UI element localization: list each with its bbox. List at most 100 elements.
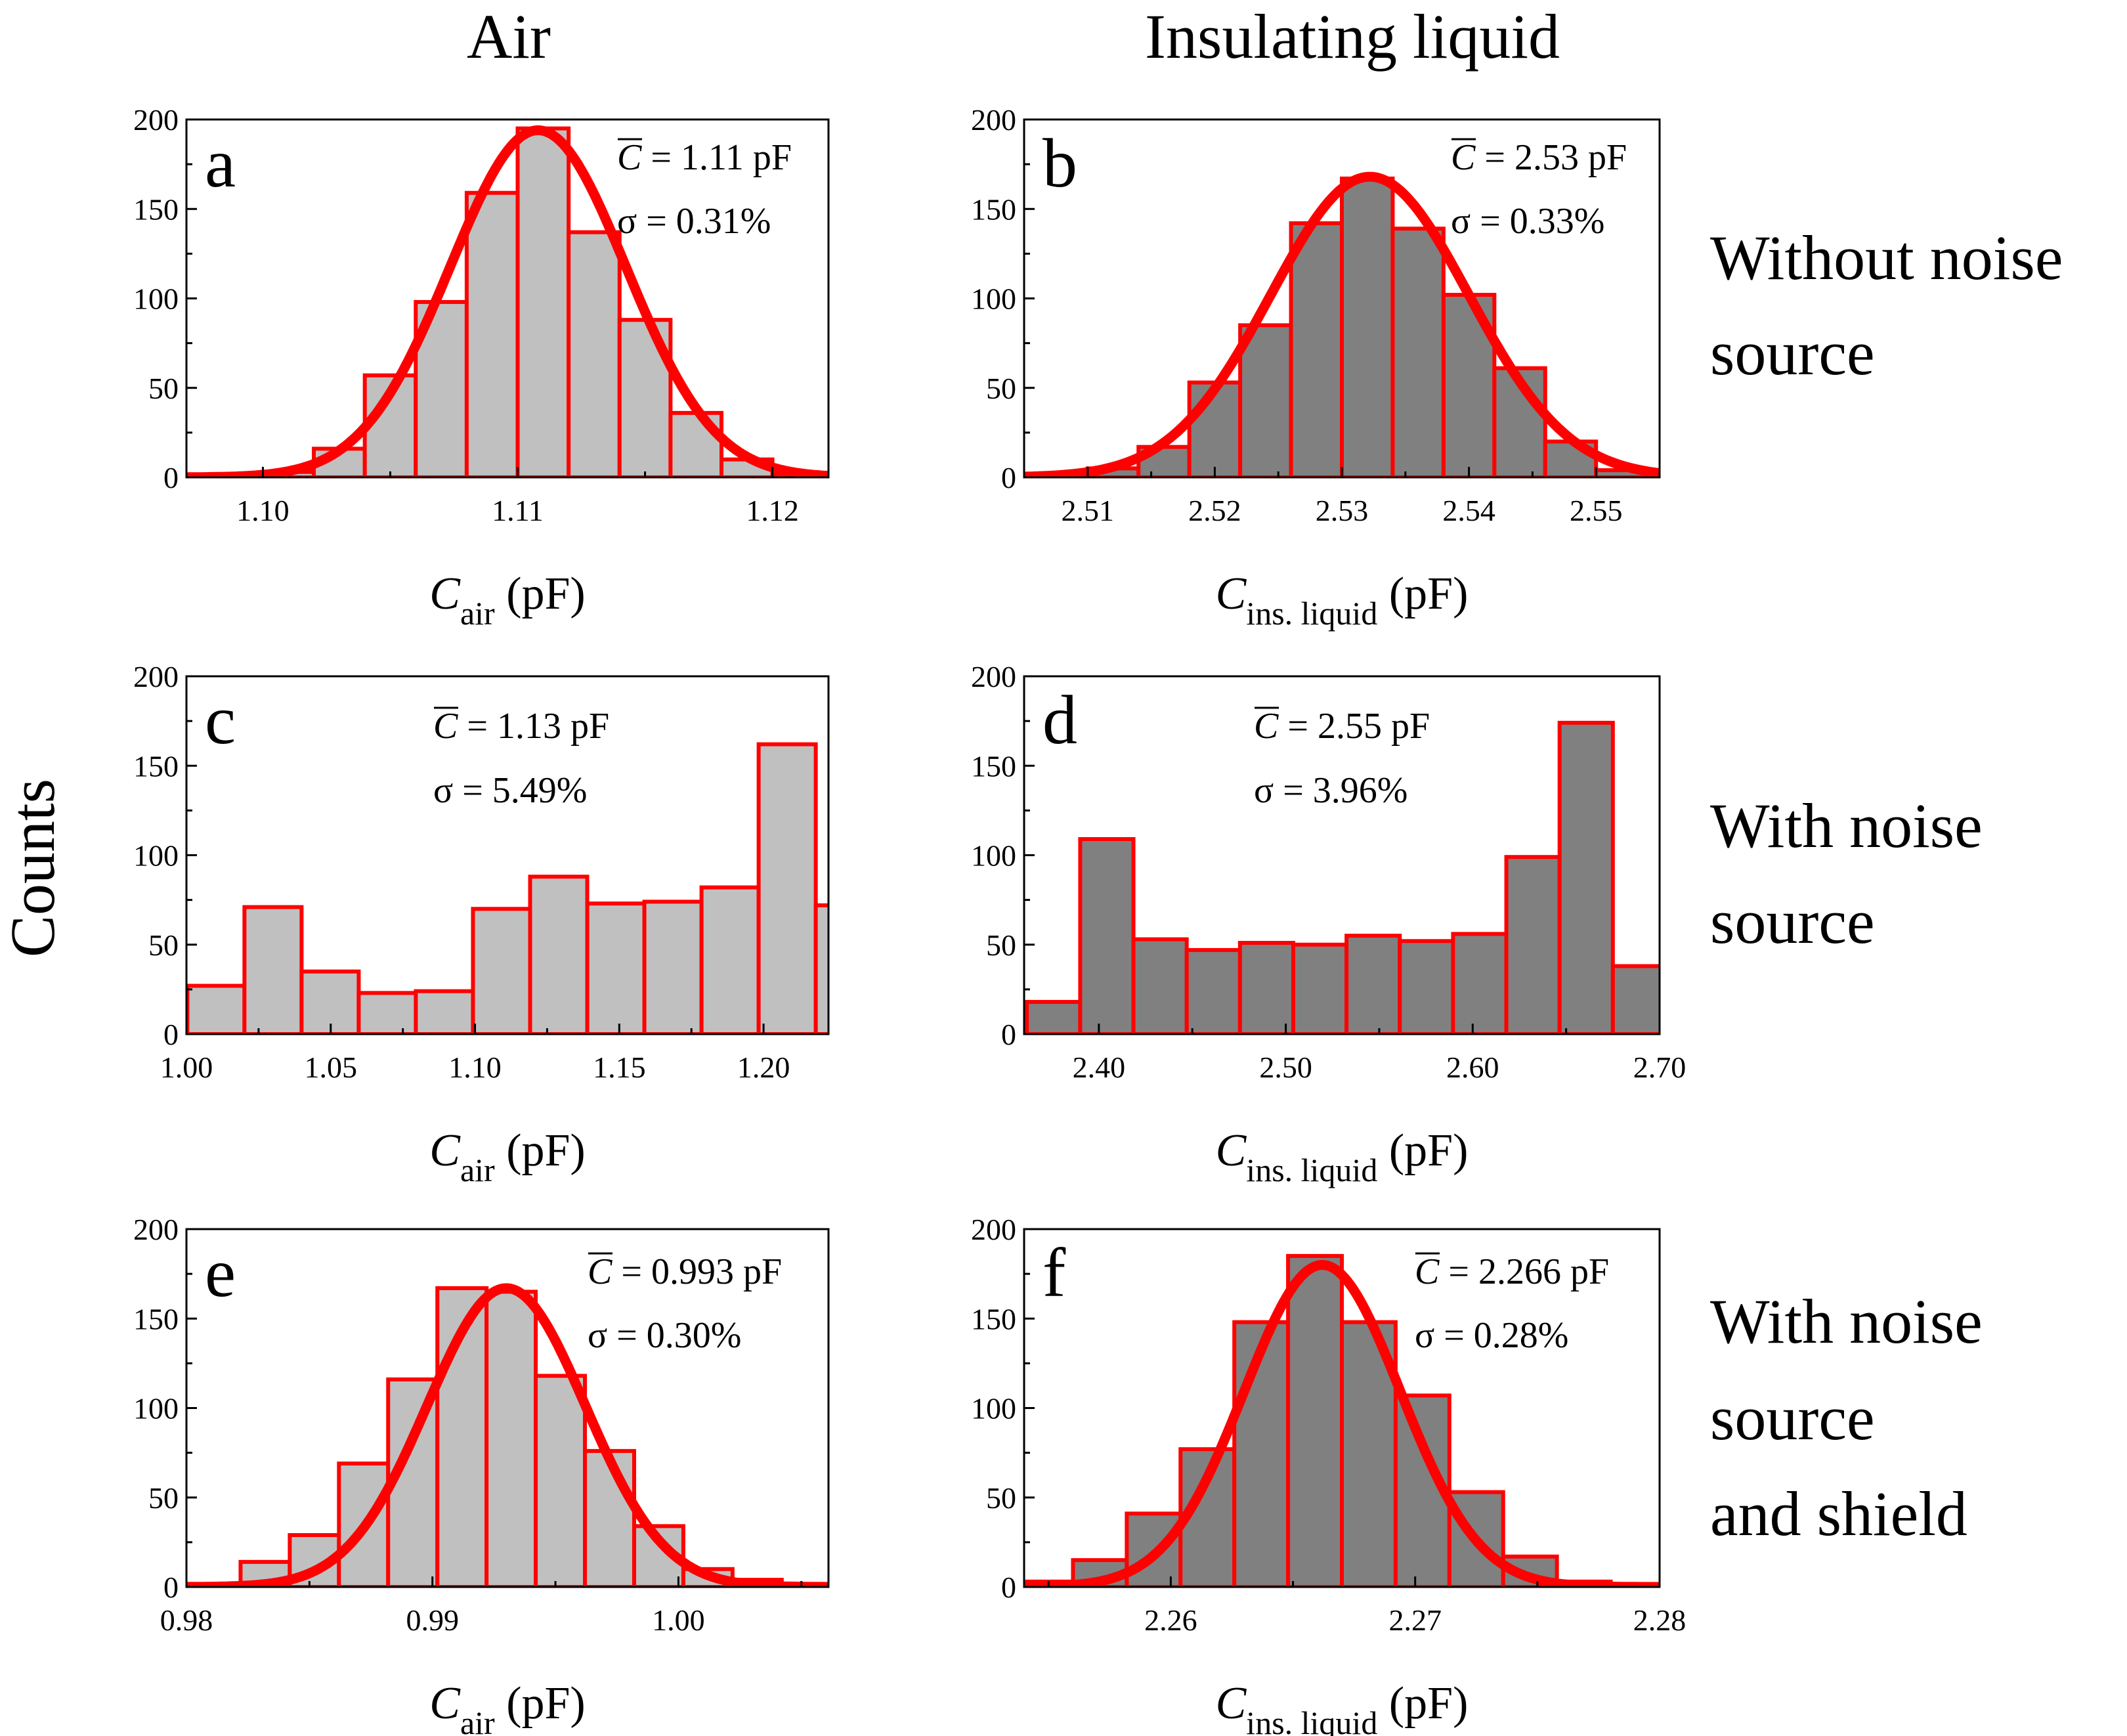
x-tick-label: 1.11 [492,494,544,527]
y-tick-label: 0 [163,1018,179,1051]
sigma-annotation: σ = 0.28% [1415,1315,1568,1356]
y-tick-label: 200 [133,103,179,137]
histogram-bar [1078,836,1136,1034]
mean-symbol: C [588,1251,612,1292]
x-tick-label: 2.26 [1144,1603,1197,1637]
x-axis-label-unit: (pF) [1377,1125,1468,1176]
x-axis-label-subscript: air [460,1704,495,1736]
y-tick-label: 150 [971,192,1016,226]
mean-value: = 2.55 pF [1278,706,1430,747]
histogram-panel-a: 0 50 100 150 200 1.10 1.11 1.12 Cair (pF) a C = 1.… [133,103,830,632]
x-axis-label-subscript: air [460,1152,495,1188]
gaussian-fit-line [1024,171,1660,477]
x-axis-label: Cair (pF) [429,569,586,632]
plot-area-c [186,742,828,1034]
plot-area-f [1024,1253,1660,1587]
plot-area-d [1025,720,1660,1034]
histogram-bar [1232,1320,1291,1587]
histogram-bar [1291,942,1349,1034]
x-tick-label: 1.05 [305,1051,358,1084]
x-axis-label-symbol: C [1216,1678,1247,1729]
x-axis-label: Cins. liquid (pF) [1216,1678,1469,1736]
mean-annotation: C = 1.11 pF [617,137,792,178]
x-tick-label: 2.54 [1442,494,1495,527]
x-axis-label-subscript: air [460,595,495,632]
y-tick-label: 200 [971,660,1016,693]
mean-value: = 1.11 pF [641,137,792,178]
y-tick-label: 200 [133,1213,179,1246]
histogram-bar [1610,964,1660,1034]
x-tick-label: 2.50 [1259,1051,1312,1084]
row-label-2-line-2: source [1710,886,1875,957]
mean-value: = 0.993 pF [612,1251,782,1292]
mean-value: = 1.13 pF [458,706,609,747]
panel-letter: f [1042,1234,1066,1311]
y-tick-label: 100 [971,282,1016,316]
row-label-3-line-2: source [1710,1383,1875,1453]
gaussian-fit-line [1024,1260,1660,1587]
histogram-bar [528,875,590,1034]
y-tick-label: 200 [971,103,1016,137]
histogram-bar [585,901,647,1034]
histogram-bar [756,742,818,1034]
histogram-bar [1340,176,1395,477]
panel-letter: e [205,1234,236,1311]
x-axis-label: Cins. liquid (pF) [1216,569,1469,632]
gaussian-fit-line [186,125,828,477]
histogram-panel-d: 0 50 100 150 200 2.40 2.50 2.60 2.70 Cins. liquid… [971,660,1686,1188]
row-label-2-line-1: With noise [1710,791,1983,861]
histogram-bar [1187,380,1243,477]
x-tick-label: 2.70 [1633,1051,1687,1084]
histogram-bar [414,989,475,1034]
x-tick-label: 0.99 [406,1603,459,1637]
y-tick-label: 150 [133,192,179,226]
row-label-1: Without noise source [1710,223,2063,388]
histogram-bar [1286,1253,1344,1587]
x-axis-label: Cair (pF) [429,1125,586,1188]
plot-area-e [186,1283,828,1587]
column-title-insulating-liquid: Insulating liquid [1145,1,1560,72]
histogram-bar [1451,932,1509,1034]
mean-symbol: C [1254,706,1279,747]
sigma-annotation: σ = 0.30% [588,1315,741,1356]
histogram-bar [1504,855,1562,1034]
x-axis-label-symbol: C [1216,1125,1247,1176]
sigma-annotation: σ = 0.31% [617,201,771,242]
histogram-bar [356,991,418,1034]
x-tick-label: 2.28 [1633,1603,1687,1637]
histogram-bar [1131,937,1189,1034]
x-tick-label: 2.27 [1388,1603,1442,1637]
x-axis-label-symbol: C [429,569,461,619]
row-label-3-line-1: With noise [1710,1286,1983,1356]
y-tick-label: 0 [163,461,179,494]
histogram-bar [583,1448,636,1587]
x-tick-label: 0.98 [160,1603,213,1637]
y-tick-label: 100 [971,1392,1016,1425]
y-tick-label: 50 [986,928,1016,962]
y-tick-label: 150 [133,749,179,783]
y-tick-label: 0 [163,1571,179,1604]
sigma-annotation: σ = 5.49% [433,770,587,811]
histogram-bar [242,905,304,1034]
panel-letter: a [205,125,236,202]
mean-value: = 2.266 pF [1439,1251,1609,1292]
y-tick-label: 100 [133,1392,179,1425]
mean-annotation: C = 2.266 pF [1415,1251,1609,1292]
row-label-3: With noise source and shield [1710,1286,1983,1549]
x-axis-label-subscript: ins. liquid [1246,595,1377,632]
x-axis-label-unit: (pF) [495,1678,586,1729]
histogram-bar [534,1374,588,1587]
y-tick-label: 100 [133,282,179,316]
column-title-air: Air [467,1,551,72]
histogram-bar [642,900,704,1034]
y-tick-label: 200 [971,1213,1016,1246]
y-tick-label: 100 [971,839,1016,873]
x-tick-label: 2.52 [1188,494,1241,527]
row-label-1-line-1: Without noise [1710,223,2063,293]
mean-symbol: C [1451,137,1476,178]
histogram-bar [1289,221,1344,477]
mean-symbol: C [433,706,458,747]
x-tick-label: 1.20 [737,1051,790,1084]
row-label-1-line-2: source [1710,318,1875,388]
x-tick-label: 2.55 [1570,494,1623,527]
